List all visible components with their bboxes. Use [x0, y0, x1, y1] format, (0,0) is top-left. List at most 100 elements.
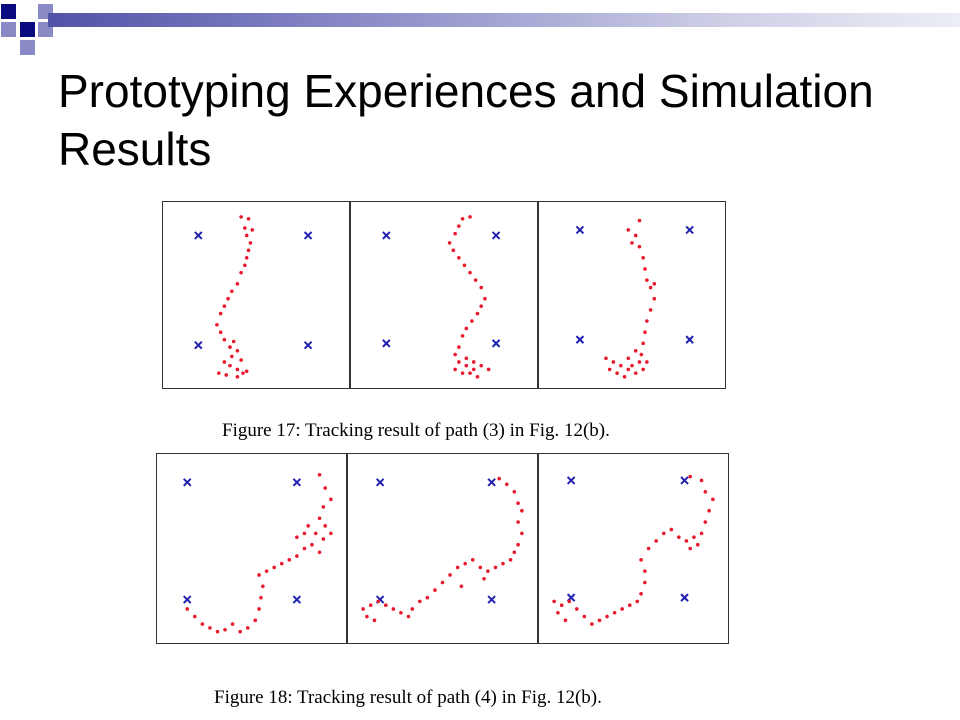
tracking-point	[471, 367, 476, 372]
tracking-point	[230, 622, 235, 626]
tracking-point	[215, 322, 219, 327]
slide-title: Prototyping Experiences and Simulation R…	[58, 65, 874, 175]
tracking-point	[218, 330, 223, 334]
tracking-point	[619, 363, 623, 368]
tracking-point	[222, 337, 227, 342]
tracking-point	[630, 241, 634, 245]
tracking-point	[235, 282, 240, 286]
tracking-point	[455, 565, 460, 570]
tracking-point	[215, 629, 220, 634]
tracking-point	[453, 352, 457, 357]
tracking-point	[654, 539, 658, 543]
anchor-marker	[575, 335, 585, 344]
tracking-point	[230, 354, 234, 359]
tracking-point	[302, 546, 307, 551]
anchor-marker	[194, 231, 203, 240]
panel-frame	[538, 201, 726, 389]
tracking-point	[368, 603, 373, 607]
anchor-marker	[303, 231, 313, 240]
tracking-point	[643, 580, 647, 585]
tracking-point	[463, 561, 467, 566]
anchor-marker	[575, 225, 585, 235]
tracking-point	[329, 497, 333, 502]
tracking-point	[264, 569, 269, 573]
tracking-point	[372, 618, 377, 623]
tracking-point	[520, 531, 524, 536]
tracking-point	[471, 360, 476, 364]
tracking-point	[516, 520, 520, 524]
tracking-point	[259, 595, 263, 600]
tracking-point	[243, 263, 247, 268]
tracking-point	[645, 278, 649, 282]
tracking-point	[479, 285, 483, 290]
tracking-point	[384, 603, 388, 607]
tracking-point	[635, 599, 640, 604]
tracking-point	[626, 356, 631, 361]
tracking-point	[310, 542, 314, 547]
tracking-point	[464, 326, 469, 331]
tracking-point	[504, 482, 509, 487]
tracking-point	[468, 371, 472, 375]
tracking-point	[244, 369, 249, 374]
tracking-point	[399, 610, 403, 615]
tracking-point	[460, 216, 465, 221]
tracking-point	[470, 558, 475, 562]
anchor-marker	[382, 339, 391, 348]
tracking-point	[597, 618, 602, 623]
tracking-point	[246, 248, 251, 253]
tracking-point	[633, 349, 638, 353]
anchor-marker	[685, 335, 694, 344]
tracking-point	[261, 584, 265, 589]
anchor-marker	[292, 595, 302, 604]
tracking-point	[645, 319, 649, 323]
tracking-point	[295, 535, 299, 539]
tracking-point	[241, 371, 245, 375]
tracking-point	[661, 531, 666, 536]
anchor-marker	[303, 341, 313, 350]
tracking-point	[552, 599, 556, 604]
tracking-point	[235, 349, 240, 353]
tracking-point	[630, 363, 634, 368]
tracking-point	[512, 550, 517, 555]
tracking-point	[317, 472, 322, 477]
tracking-point	[612, 610, 617, 615]
tracking-point	[410, 607, 415, 611]
tracking-point	[567, 599, 572, 604]
tracking-point	[448, 573, 452, 577]
tracking-point	[483, 296, 487, 301]
tracking-point	[695, 542, 700, 547]
tracking-point	[243, 226, 247, 230]
tracking-point	[501, 561, 505, 566]
figure-18-caption: Figure 18: Tracking result of path (4) i…	[214, 687, 602, 708]
tracking-point	[677, 535, 681, 539]
tracking-point	[425, 595, 430, 600]
tracking-point	[688, 474, 692, 479]
tracking-point	[302, 531, 307, 536]
tracking-point	[391, 607, 396, 611]
tracking-point	[257, 607, 261, 611]
tracking-point	[641, 367, 645, 372]
tracking-point	[453, 367, 457, 372]
tracking-point	[639, 352, 644, 357]
tracking-point	[418, 599, 422, 604]
tracking-point	[692, 535, 696, 539]
tracking-point	[479, 363, 483, 368]
tracking-point	[222, 304, 227, 308]
tracking-point	[230, 289, 234, 294]
tracking-point	[607, 367, 612, 372]
tracking-point	[633, 233, 638, 238]
tracking-point	[457, 360, 461, 364]
tracking-point	[652, 296, 657, 301]
tracking-point	[313, 531, 318, 536]
tracking-point	[447, 241, 452, 245]
anchor-marker	[491, 339, 501, 348]
figure-18-panel-2	[347, 453, 538, 644]
tracking-point	[508, 558, 513, 562]
tracking-point	[611, 360, 616, 364]
tracking-point	[248, 241, 253, 245]
tracking-point	[253, 618, 258, 623]
tracking-point	[279, 561, 284, 566]
tracking-point	[217, 371, 221, 375]
figure-17-panel-2	[350, 201, 538, 389]
tracking-point	[365, 614, 369, 619]
